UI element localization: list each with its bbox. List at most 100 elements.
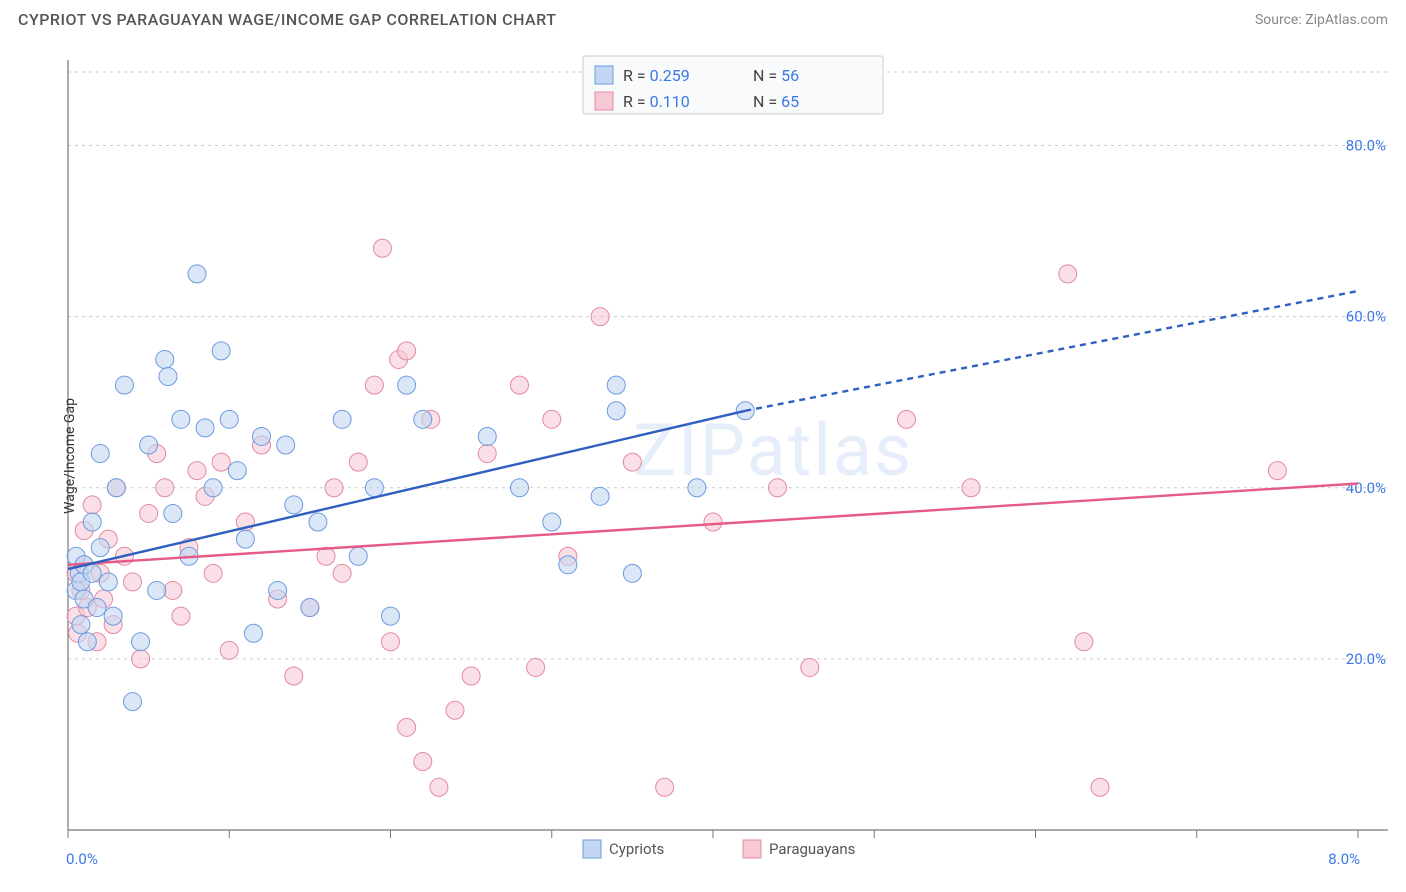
data-point	[543, 410, 561, 428]
data-point	[204, 564, 222, 582]
legend-label: Paraguayans	[769, 840, 855, 858]
data-point	[244, 624, 262, 642]
data-point	[132, 650, 150, 668]
data-point	[196, 419, 214, 437]
legend-swatch	[743, 840, 761, 858]
data-point	[398, 342, 416, 360]
data-point	[962, 479, 980, 497]
data-point	[373, 239, 391, 257]
data-point	[365, 479, 383, 497]
data-point	[1091, 778, 1109, 796]
svg-text:20.0%: 20.0%	[1346, 650, 1386, 668]
data-point	[591, 308, 609, 326]
data-point	[188, 265, 206, 283]
series-legend: Cypriots Paraguayans	[583, 840, 855, 858]
data-point	[333, 564, 351, 582]
data-point	[172, 410, 190, 428]
data-point	[285, 496, 303, 514]
data-point	[253, 427, 271, 445]
data-point	[285, 667, 303, 685]
data-point	[349, 547, 367, 565]
data-point	[159, 368, 177, 386]
trend-line-cypriots-extrapolated	[745, 291, 1358, 411]
data-point	[607, 376, 625, 394]
data-point	[623, 564, 641, 582]
data-point	[72, 616, 90, 634]
data-point	[1268, 462, 1286, 480]
data-point	[309, 513, 327, 531]
data-point	[220, 641, 238, 659]
svg-text:R = 0.259: R = 0.259	[623, 66, 690, 85]
data-point	[132, 633, 150, 651]
data-point	[148, 581, 166, 599]
data-point	[478, 445, 496, 463]
data-point	[382, 633, 400, 651]
svg-text:R = 0.110: R = 0.110	[623, 92, 690, 111]
data-point	[365, 376, 383, 394]
data-point	[527, 658, 545, 676]
svg-text:80.0%: 80.0%	[1346, 137, 1386, 155]
data-point	[236, 530, 254, 548]
data-point	[511, 479, 529, 497]
chart-source: Source: ZipAtlas.com	[1255, 12, 1388, 28]
data-point	[164, 581, 182, 599]
data-point	[156, 350, 174, 368]
svg-text:N = 65: N = 65	[753, 92, 799, 111]
svg-text:0.0%: 0.0%	[66, 850, 98, 868]
data-point	[704, 513, 722, 531]
data-point	[446, 701, 464, 719]
chart-header: CYPRIOT VS PARAGUAYAN WAGE/INCOME GAP CO…	[0, 0, 1406, 35]
data-point	[140, 504, 158, 522]
data-point	[898, 410, 916, 428]
data-point	[91, 539, 109, 557]
data-point	[398, 376, 416, 394]
data-point	[107, 479, 125, 497]
data-point	[430, 778, 448, 796]
data-point	[83, 496, 101, 514]
data-point	[414, 753, 432, 771]
data-point	[301, 599, 319, 617]
data-point	[188, 462, 206, 480]
scatter-chart: 0.0%8.0%20.0%40.0%60.0%80.0%ZIPatlasR = …	[18, 40, 1388, 872]
data-point	[349, 453, 367, 471]
data-point	[382, 607, 400, 625]
data-point	[83, 564, 101, 582]
data-point	[156, 479, 174, 497]
data-point	[591, 487, 609, 505]
data-point	[623, 453, 641, 471]
data-point	[99, 573, 117, 591]
chart-title: CYPRIOT VS PARAGUAYAN WAGE/INCOME GAP CO…	[18, 10, 556, 29]
data-point	[104, 607, 122, 625]
data-point	[1075, 633, 1093, 651]
data-point	[78, 633, 96, 651]
data-point	[164, 504, 182, 522]
data-point	[212, 342, 230, 360]
data-point	[462, 667, 480, 685]
data-point	[559, 556, 577, 574]
data-point	[325, 479, 343, 497]
svg-text:40.0%: 40.0%	[1346, 479, 1386, 497]
data-point	[478, 427, 496, 445]
data-point	[124, 693, 142, 711]
data-point	[212, 453, 230, 471]
data-point	[1059, 265, 1077, 283]
data-point	[414, 410, 432, 428]
data-point	[769, 479, 787, 497]
data-point	[83, 513, 101, 531]
data-point	[688, 479, 706, 497]
data-point	[277, 436, 295, 454]
stats-legend: R = 0.259N = 56R = 0.110N = 65	[583, 56, 883, 114]
data-point	[115, 376, 133, 394]
data-point	[511, 376, 529, 394]
data-point	[607, 402, 625, 420]
chart-area: Wage/Income Gap 0.0% 8.0% 20.0% 40.0% 60.0% 8…	[18, 40, 1388, 872]
svg-text:8.0%: 8.0%	[1328, 850, 1360, 868]
data-point	[333, 410, 351, 428]
data-point	[543, 513, 561, 531]
source-link[interactable]: ZipAtlas.com	[1305, 12, 1388, 28]
y-axis-label: Wage/Income Gap	[62, 398, 78, 514]
data-point	[172, 607, 190, 625]
data-point	[220, 410, 238, 428]
svg-text:60.0%: 60.0%	[1346, 308, 1386, 326]
legend-label: Cypriots	[609, 840, 664, 858]
